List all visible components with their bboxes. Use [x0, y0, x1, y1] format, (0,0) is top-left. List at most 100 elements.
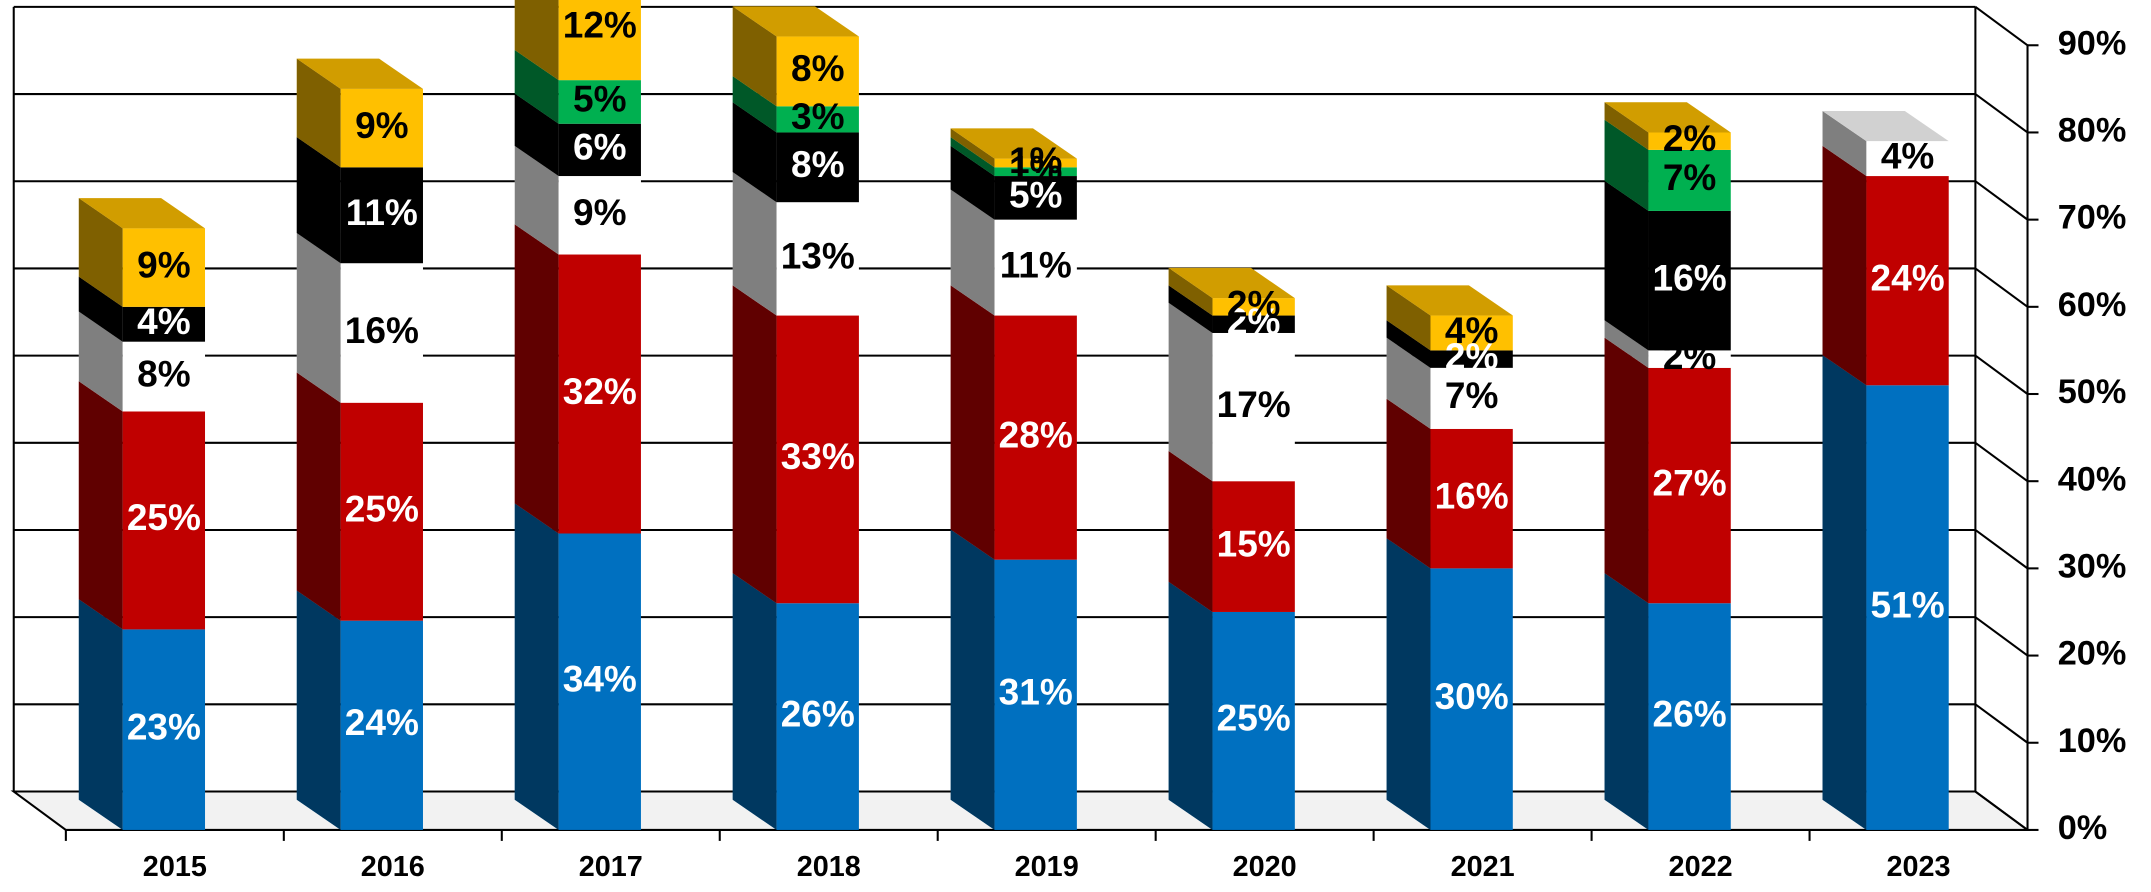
data-label: 4%: [1881, 134, 1935, 176]
bar-cap-shade: [950, 128, 1077, 159]
bar: [1430, 428, 1513, 569]
bar-segment: [732, 6, 859, 107]
bar-segment: [1822, 145, 1949, 386]
bar-side-shade: [1168, 267, 1213, 316]
bar-segment: [732, 102, 859, 203]
bar: [558, 80, 641, 124]
bar-side-shade: [1822, 110, 1867, 177]
data-label: 12%: [563, 4, 637, 46]
grid-line-side: [1974, 441, 2029, 483]
y-tick-label: 10%: [2058, 722, 2127, 760]
bar: [340, 263, 423, 403]
bar: [776, 106, 859, 133]
bar-side-shade: [78, 276, 123, 342]
x-tick-label: 2020: [1233, 851, 1297, 883]
bar-segment: [1604, 320, 1731, 368]
bar-segment: [296, 137, 423, 264]
data-label: 26%: [781, 692, 855, 734]
grid-line-side: [1974, 529, 2029, 570]
bar-side-shade: [514, 145, 559, 255]
grid-line-side: [1974, 703, 2029, 744]
grid-line-side: [1974, 180, 2029, 221]
data-label: 25%: [127, 496, 201, 538]
data-label: 4%: [1445, 309, 1499, 351]
bar-segment: [78, 311, 206, 412]
data-label: 1%: [1009, 147, 1062, 189]
bar: [776, 202, 859, 316]
data-label: 31%: [999, 671, 1073, 713]
data-label: 4%: [137, 300, 191, 342]
bar-cap: [950, 128, 1077, 159]
bar-segment: [514, 503, 641, 830]
bar-segment: [514, 0, 641, 81]
bar-side-shade: [296, 233, 341, 403]
bar: [1866, 176, 1949, 386]
bar-side-shade: [78, 311, 123, 412]
data-label: 11%: [346, 191, 418, 233]
bar-side-shade: [1386, 538, 1431, 830]
data-label: 11%: [1000, 243, 1072, 285]
grid-line-side: [1974, 616, 2029, 657]
bar: [1212, 315, 1295, 333]
bar-cap-shade: [1822, 110, 1949, 142]
bar: [1212, 332, 1295, 482]
bar-segment: [950, 137, 1077, 177]
bar: [1648, 367, 1731, 604]
bar-side-shade: [296, 372, 341, 621]
data-label: 32%: [563, 370, 637, 412]
bar: [1648, 132, 1731, 150]
bar-cap: [1604, 102, 1731, 133]
bar: [994, 158, 1077, 168]
x-tick-label: 2018: [797, 851, 861, 883]
bar-segment: [732, 285, 859, 604]
bar-cap: [1822, 110, 1949, 142]
bar: [558, 0, 641, 81]
bar: [1430, 367, 1513, 429]
bar-cap: [296, 58, 423, 89]
bar-cap: [1386, 285, 1513, 316]
y-tick-label: 60%: [2058, 286, 2127, 324]
bar-segment: [78, 198, 206, 307]
bar-side-shade: [950, 128, 995, 168]
bar-segment: [296, 372, 423, 621]
bar-segment: [1386, 337, 1513, 429]
x-tick-label: 2015: [143, 851, 207, 883]
bar-side-shade: [1822, 145, 1867, 386]
data-label: 3%: [791, 95, 845, 137]
bar: [558, 254, 641, 534]
bar: [122, 629, 206, 830]
data-label: 26%: [1653, 692, 1727, 734]
x-tick-label: 2016: [361, 851, 425, 883]
grid-line-side: [1974, 6, 2029, 47]
bar: [1430, 568, 1513, 830]
bar-cap: [78, 198, 206, 229]
bar-cap: [732, 6, 859, 37]
data-label: 16%: [1435, 474, 1509, 516]
bar-side-shade: [1604, 573, 1649, 830]
bar: [1648, 149, 1731, 211]
x-tick-label: 2021: [1451, 851, 1515, 883]
data-label: 24%: [345, 701, 419, 743]
bar: [776, 603, 859, 830]
bar-segment: [1168, 302, 1295, 482]
data-label: 28%: [999, 413, 1073, 455]
bar: [1866, 385, 1949, 830]
data-label: 8%: [791, 143, 845, 185]
data-label: 15%: [1217, 522, 1291, 564]
y-tick-label: 50%: [2058, 373, 2127, 411]
data-label: 8%: [791, 47, 845, 89]
bar-segment: [1168, 267, 1295, 316]
bar-side-shade: [950, 137, 995, 177]
bar: [122, 341, 206, 412]
bar-segment: [78, 276, 206, 342]
bar-side-shade: [1604, 102, 1649, 150]
bar-cap-shade: [1604, 102, 1731, 133]
bar: [776, 36, 859, 107]
bar-segment: [514, 93, 641, 177]
bar-segment: [950, 529, 1077, 830]
bar-segment: [296, 233, 423, 403]
bar-side-shade: [732, 172, 777, 316]
bar: [1648, 603, 1731, 830]
bar-side-shade: [1822, 355, 1867, 830]
bar-segment: [1604, 337, 1731, 604]
